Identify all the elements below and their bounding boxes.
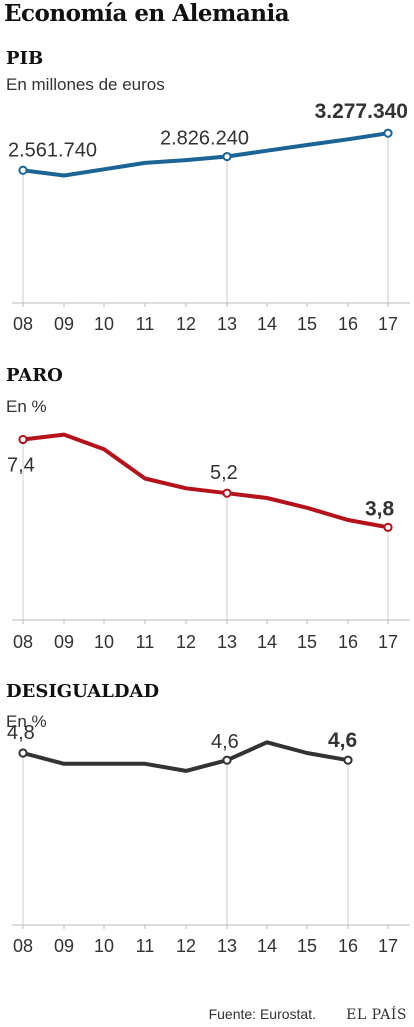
x-tick-label: 16 xyxy=(338,314,358,334)
data-value-label: 4,6 xyxy=(211,731,239,753)
x-tick-label: 13 xyxy=(217,936,237,956)
x-tick-label: 08 xyxy=(13,314,33,334)
source-note: Fuente: Eurostat. xyxy=(209,1006,316,1022)
x-tick-label: 14 xyxy=(257,632,277,652)
latest-value-label: 4,6 xyxy=(328,729,357,752)
chart-panel: PARO En % 08 09 10 11 12 13 14 15 16 17 7,4 5,2 3,8 xyxy=(6,365,410,652)
x-tick-label: 09 xyxy=(54,632,74,652)
x-tick-label: 16 xyxy=(338,936,358,956)
chart-title: PARO xyxy=(6,365,63,386)
chart-subtitle: En % xyxy=(6,712,47,731)
latest-value-label: 3.277.340 xyxy=(315,100,408,123)
chart-subtitle: En millones de euros xyxy=(6,75,165,94)
data-point-marker xyxy=(343,755,353,765)
x-tick-label: 11 xyxy=(136,314,155,334)
x-tick-label: 11 xyxy=(136,632,155,652)
x-tick-label: 17 xyxy=(378,936,398,956)
data-point-marker xyxy=(18,434,28,445)
x-tick-label: 08 xyxy=(13,632,33,652)
x-tick-label: 15 xyxy=(297,632,317,652)
chart-title: DESIGUALDAD xyxy=(6,681,159,702)
brand-logo: EL PAÍS xyxy=(346,1005,407,1023)
x-tick-label: 11 xyxy=(136,936,155,956)
data-point-marker xyxy=(222,755,232,765)
data-point-marker xyxy=(18,748,28,758)
data-value-label: 4,8 xyxy=(7,722,35,744)
x-tick-label: 13 xyxy=(217,632,237,652)
x-tick-label: 17 xyxy=(378,632,398,652)
chart-panel: DESIGUALDAD En % 08 09 10 11 12 13 14 15 16 17 4,8 4,… xyxy=(6,681,410,956)
page-title: Economía en Alemania xyxy=(4,0,290,27)
data-point-marker xyxy=(383,522,393,532)
series-line xyxy=(21,131,390,178)
x-tick-label: 16 xyxy=(338,632,358,652)
data-point-marker xyxy=(222,151,232,162)
x-tick-label: 13 xyxy=(217,314,237,334)
x-tick-label: 10 xyxy=(94,314,114,334)
data-point-marker xyxy=(222,488,232,498)
latest-value-label: 3,8 xyxy=(365,497,395,520)
data-value-label: 2.561.740 xyxy=(8,139,97,161)
x-tick-label: 08 xyxy=(13,936,33,956)
chart-panel: PIB En millones de euros 08 09 10 11 12 13 14 15 1… xyxy=(6,48,410,334)
series-line xyxy=(21,740,350,773)
series-line xyxy=(21,432,390,530)
x-tick-label: 17 xyxy=(378,314,398,334)
x-tick-label: 09 xyxy=(54,314,74,334)
x-tick-label: 09 xyxy=(54,936,74,956)
data-value-label: 2.826.240 xyxy=(160,128,249,150)
x-tick-label: 14 xyxy=(257,314,277,334)
data-value-label: 7,4 xyxy=(7,455,35,477)
x-tick-label: 10 xyxy=(94,632,114,652)
x-tick-label: 15 xyxy=(297,314,317,334)
data-point-marker xyxy=(383,128,393,138)
x-tick-label: 15 xyxy=(297,936,317,956)
x-tick-label: 12 xyxy=(176,936,196,956)
x-tick-label: 12 xyxy=(176,632,196,652)
data-point-marker xyxy=(18,165,28,175)
x-tick-label: 12 xyxy=(176,314,196,334)
data-value-label: 5,2 xyxy=(210,462,238,484)
chart-title: PIB xyxy=(6,48,43,69)
x-tick-label: 10 xyxy=(94,936,114,956)
x-tick-label: 14 xyxy=(257,936,277,956)
chart-subtitle: En % xyxy=(6,397,47,416)
